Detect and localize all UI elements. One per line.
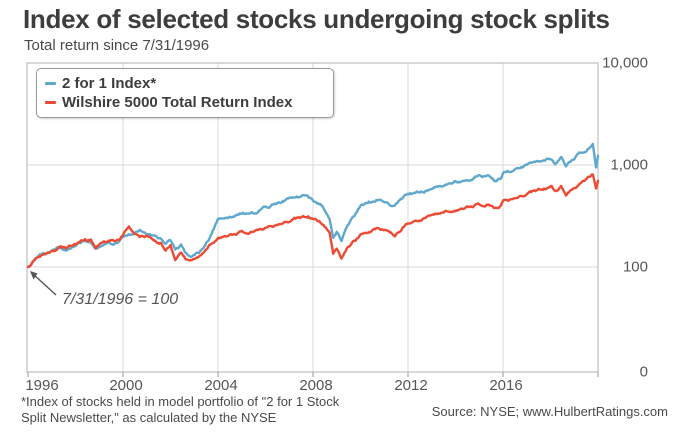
footnote: *Index of stocks held in model portfolio…	[21, 394, 339, 426]
chart-subtitle: Total return since 7/31/1996	[24, 37, 210, 54]
y-axis-label: 0	[639, 363, 648, 381]
legend-label-wilshire: Wilshire 5000 Total Return Index	[62, 94, 293, 111]
footnote-line2: Split Newsletter," as calculated by the …	[21, 410, 277, 425]
x-axis-label: 2000	[109, 377, 143, 394]
footnote-line1: *Index of stocks held in model portfolio…	[21, 394, 340, 409]
legend-item-wilshire: Wilshire 5000 Total Return Index	[45, 93, 327, 112]
annotation-arrow	[30, 271, 57, 296]
legend-swatch-red-icon	[45, 101, 56, 104]
y-axis-label: 10,000	[602, 54, 648, 72]
series-line-wilshire	[26, 173, 600, 269]
x-axis-label: 2008	[299, 377, 333, 394]
legend: 2 for 1 Index* Wilshire 5000 Total Retur…	[36, 68, 334, 118]
data-series	[26, 142, 600, 269]
source-credit: Source: NYSE; www.HulbertRatings.com	[431, 404, 668, 419]
axis-ticks	[27, 372, 599, 377]
y-axis-label: 100	[622, 258, 648, 276]
x-axis-label: 1996	[25, 377, 59, 394]
y-axis-label: 1,000	[610, 156, 648, 174]
chart-title: Index of selected stocks undergoing stoc…	[23, 4, 610, 34]
legend-swatch-blue-icon	[45, 82, 56, 85]
base-value-annotation: 7/31/1996 = 100	[62, 291, 179, 308]
x-axis-label: 2012	[394, 377, 428, 394]
x-axis-label: 2004	[204, 377, 238, 394]
x-axis-label: 2016	[489, 377, 523, 394]
legend-item-2for1-index: 2 for 1 Index*	[45, 74, 327, 93]
legend-label-2for1: 2 for 1 Index*	[62, 75, 157, 92]
